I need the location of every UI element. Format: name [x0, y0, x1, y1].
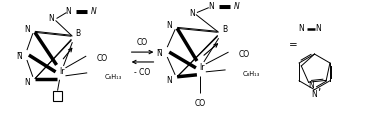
Text: Ir: Ir [199, 63, 204, 72]
Text: CO: CO [194, 99, 205, 108]
Text: C₈H₁₃: C₈H₁₃ [243, 71, 260, 77]
Text: N: N [308, 81, 314, 90]
Text: N: N [316, 24, 321, 33]
Text: - CO: - CO [135, 68, 151, 77]
Text: CO: CO [239, 50, 250, 59]
Text: N: N [24, 25, 30, 34]
Text: B: B [76, 29, 81, 38]
Text: =: = [290, 40, 298, 50]
Text: N: N [208, 2, 214, 11]
Text: N: N [166, 21, 172, 30]
Text: B: B [222, 25, 227, 34]
Text: CO: CO [96, 54, 108, 62]
Text: ,: , [317, 82, 320, 92]
Text: N: N [311, 90, 318, 99]
Text: N: N [189, 9, 195, 18]
Text: Ir: Ir [59, 67, 64, 76]
Text: N: N [49, 14, 54, 23]
Bar [53, 91, 62, 101]
Text: N: N [166, 76, 172, 85]
Text: N: N [298, 24, 304, 33]
Text: N̅: N̅ [16, 52, 22, 61]
Text: N̅: N̅ [156, 49, 162, 58]
Text: CO: CO [137, 38, 148, 47]
Text: N: N [91, 7, 97, 16]
Text: N: N [234, 2, 239, 11]
Text: N: N [24, 78, 30, 87]
Text: C₈H₁₃: C₈H₁₃ [104, 74, 121, 80]
Text: N: N [65, 7, 71, 16]
